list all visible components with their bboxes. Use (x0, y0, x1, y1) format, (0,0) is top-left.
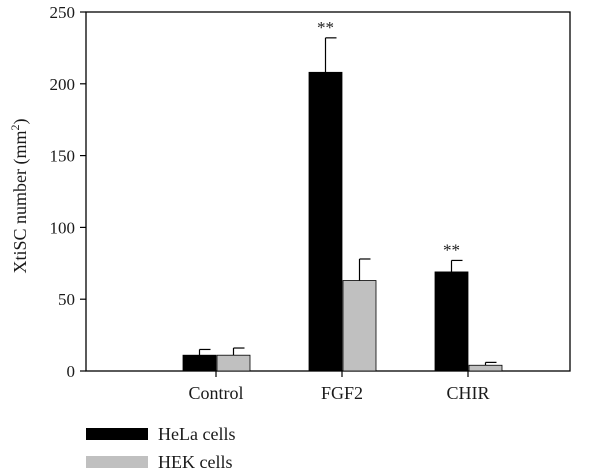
significance-marker: ** (443, 240, 460, 259)
x-tick-label: Control (188, 383, 243, 403)
legend-label-hela: HeLa cells (158, 423, 236, 444)
bar-hek-cells (468, 364, 503, 372)
legend-item-hek: HEK cells (86, 448, 235, 476)
significance-marker: ** (317, 18, 334, 37)
bar-hek-cells (342, 280, 377, 372)
y-tick-label: 150 (50, 147, 76, 166)
legend-swatch-hek (86, 456, 148, 468)
y-tick-label: 250 (50, 3, 76, 22)
y-tick-label: 100 (50, 218, 76, 237)
y-tick-label: 50 (58, 290, 75, 309)
legend-label-hek: HEK cells (158, 451, 233, 472)
y-axis-label: XtiSC number (mm2) (8, 119, 31, 274)
x-tick-label: FGF2 (321, 383, 363, 403)
bar-hela-cells (434, 271, 469, 372)
y-tick-label: 200 (50, 75, 76, 94)
legend-swatch-hela (86, 428, 148, 440)
bar-hek-cells (216, 354, 251, 372)
bar-chart: 0 50 100 150 200 250 Control FGF2 ** CHIR ** XtiSC… (8, 3, 571, 403)
y-tick-label: 0 (67, 362, 76, 381)
bar-hela-cells (308, 71, 343, 372)
bar-hela-cells (182, 354, 217, 372)
legend-item-hela: HeLa cells (86, 420, 235, 448)
x-tick-label: CHIR (446, 383, 489, 403)
legend: HeLa cells HEK cells (86, 420, 235, 476)
